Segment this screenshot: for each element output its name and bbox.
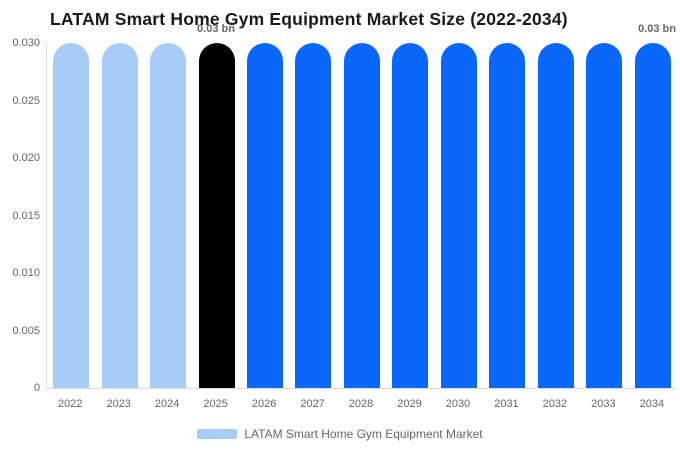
x-label-2025: 2025 [203,398,228,410]
bar-2022[interactable] [53,43,90,388]
plot-area [46,43,677,389]
bar-2026[interactable] [247,43,284,388]
bar-2033[interactable] [586,43,623,388]
bar-2027[interactable] [295,43,332,388]
bar-2032[interactable] [537,43,574,388]
x-label-2024: 2024 [154,398,180,410]
y-tick-label: 0.015 [12,209,40,222]
y-axis: 0.030 0.025 0.020 0.015 0.010 0.005 0 [0,0,40,450]
bar-2028[interactable] [343,43,380,388]
x-label-2026: 2026 [251,398,277,410]
x-label-2032: 2032 [542,398,568,410]
chart-title: LATAM Smart Home Gym Equipment Market Si… [50,9,568,29]
x-label-2030: 2030 [445,398,471,410]
data-label-2025: 0.03 bn [197,23,235,35]
bar-2024[interactable] [150,43,187,388]
legend-label: LATAM Smart Home Gym Equipment Market [244,427,483,441]
x-label-2034: 2034 [639,398,665,410]
x-label-2023: 2023 [106,398,131,410]
bar-2031[interactable] [489,43,526,388]
x-label-2033: 2033 [591,398,616,410]
x-label-2029: 2029 [397,398,422,410]
bar-2025[interactable] [198,43,235,388]
bar-2030[interactable] [440,43,477,388]
x-label-2022: 2022 [57,398,83,410]
legend-swatch-icon [197,429,238,439]
y-tick-label: 0.025 [12,94,40,107]
x-label-2028: 2028 [348,398,374,410]
y-tick-label: 0.020 [12,152,40,164]
x-axis: 2022 2023 2024 2025 2026 2027 2028 2029 2030 2031… [46,398,676,410]
data-label-2034: 0.03 bn [638,23,676,35]
legend[interactable]: LATAM Smart Home Gym Equipment Market [0,427,680,441]
y-tick-label: 0.030 [12,37,40,49]
y-tick-label: 0.010 [12,267,40,279]
x-label-2027: 2027 [300,398,325,410]
bar-2034[interactable] [634,43,671,388]
bar-2023[interactable] [101,43,138,388]
bar-2029[interactable] [392,43,429,388]
y-tick-label: 0.005 [12,324,40,337]
x-label-2031: 2031 [494,398,519,410]
y-tick-label: 0 [33,382,40,394]
